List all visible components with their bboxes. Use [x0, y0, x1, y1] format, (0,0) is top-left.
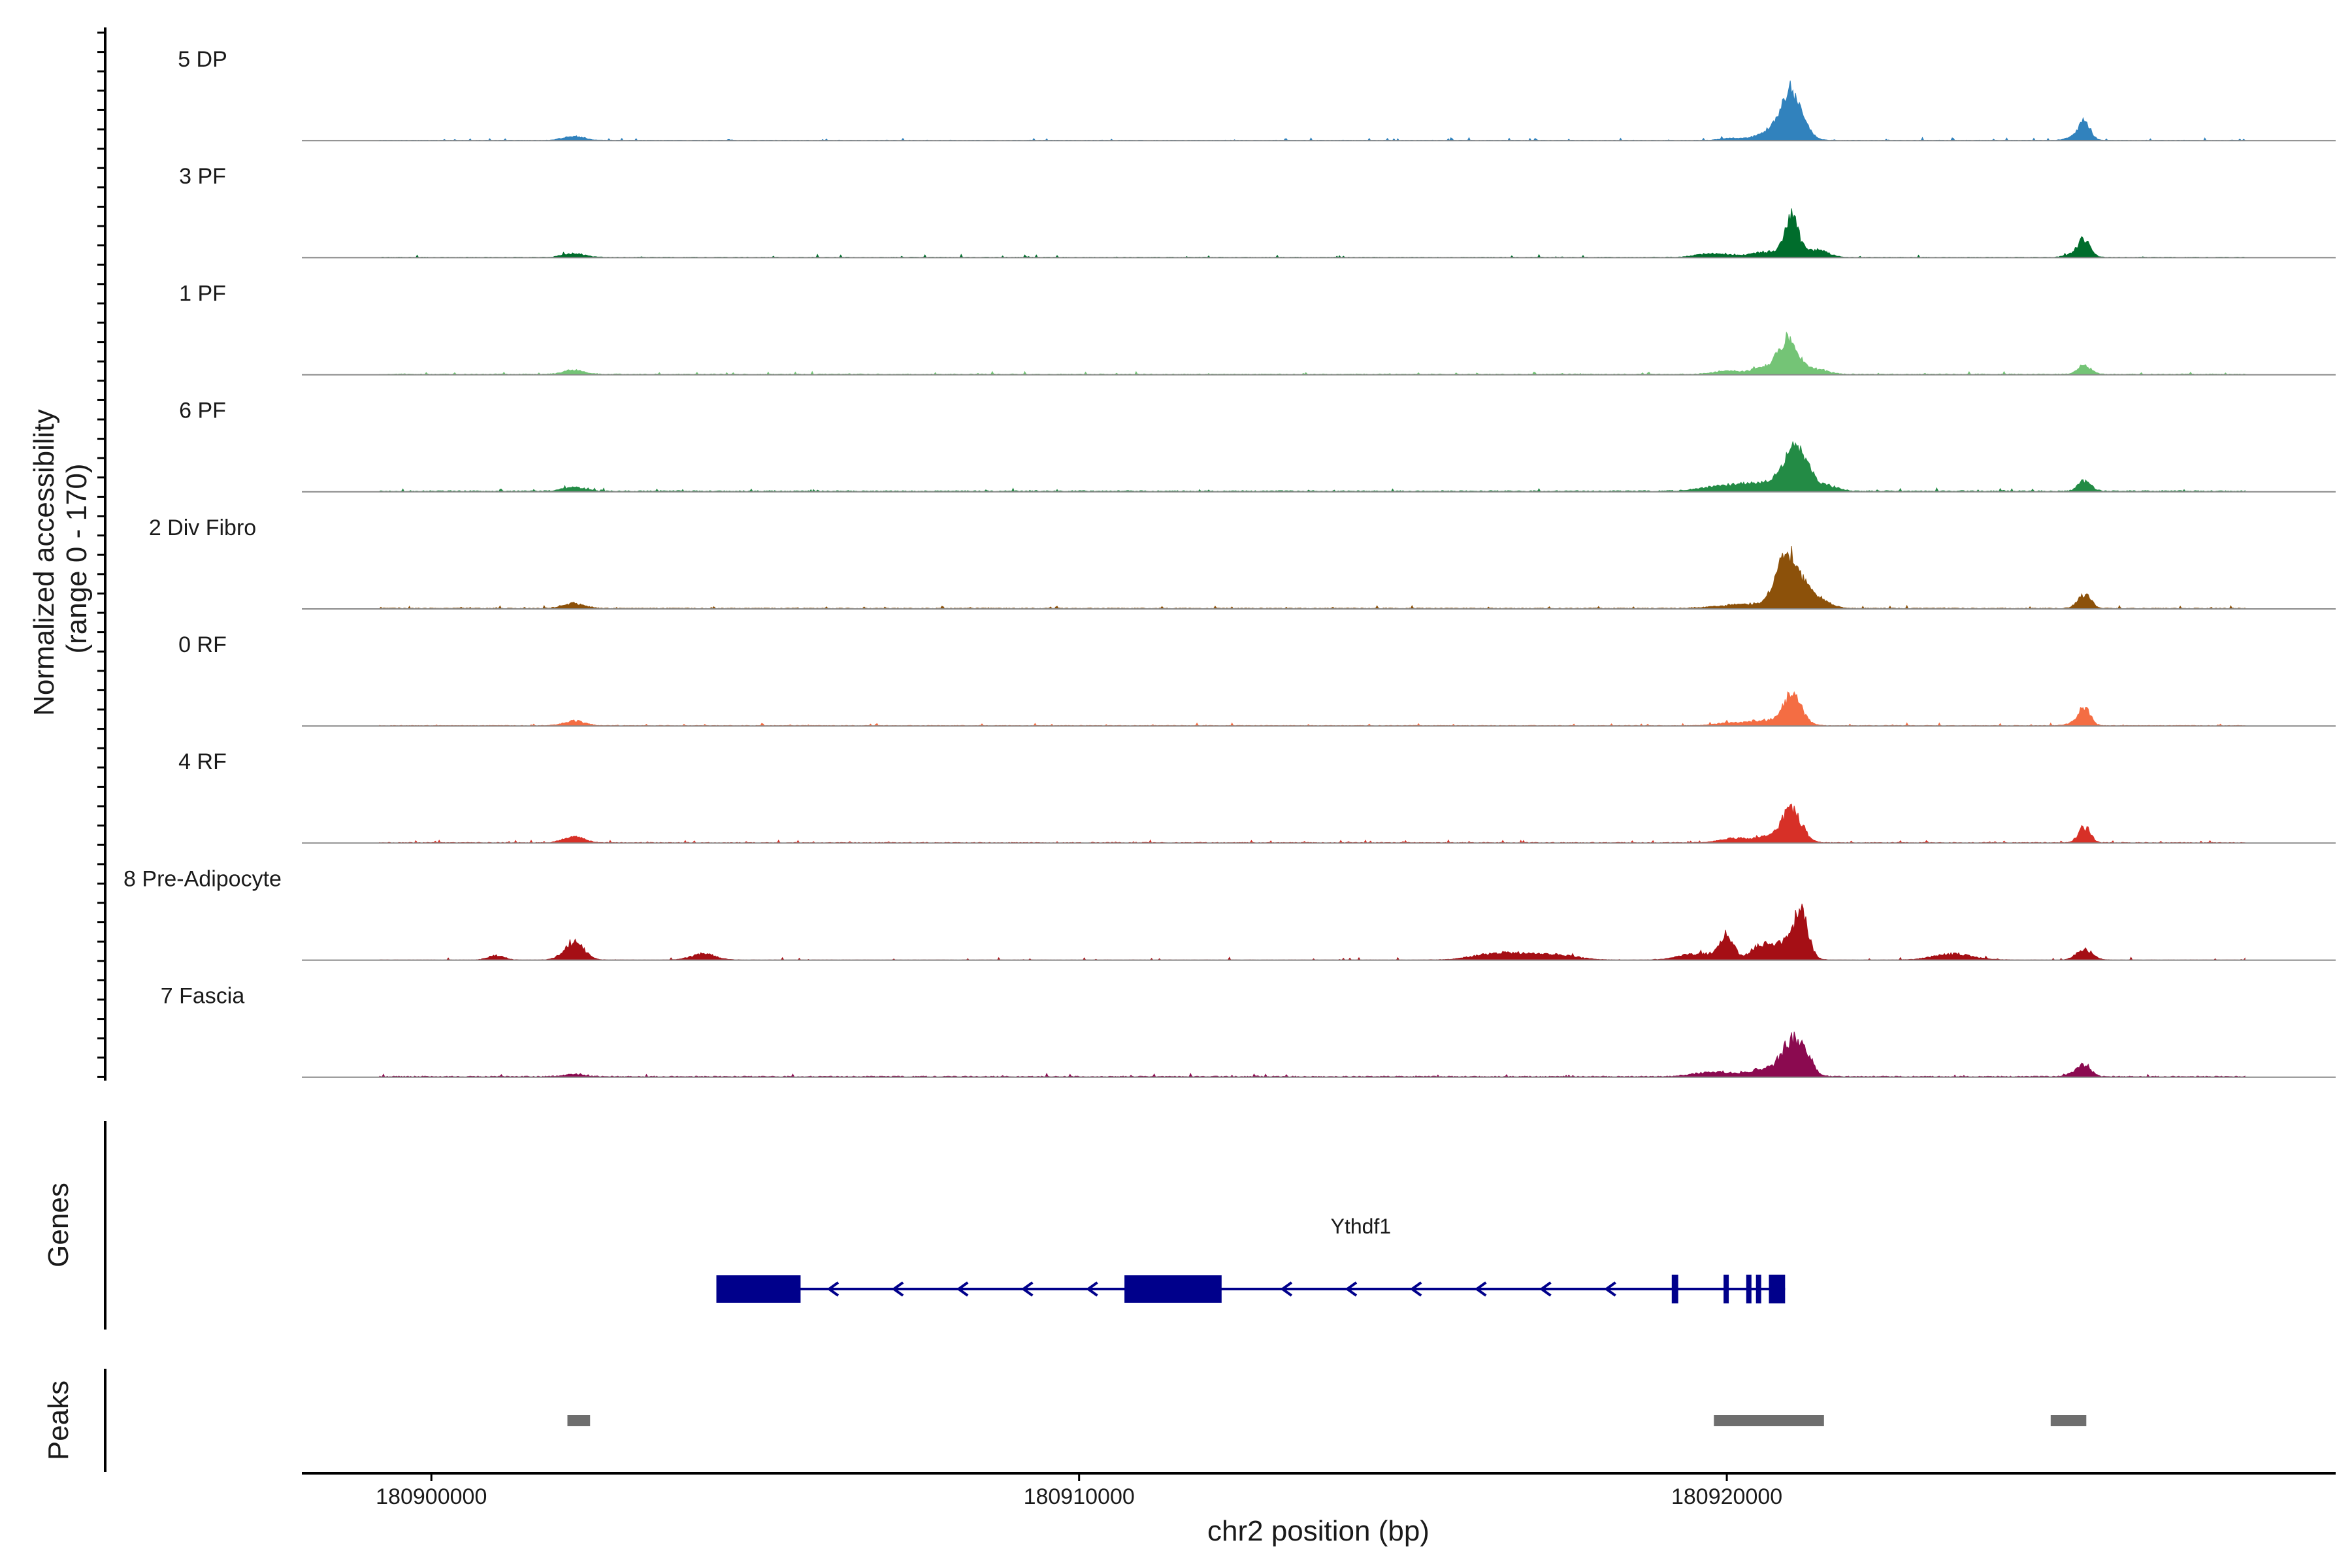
track-label: 8 Pre-Adipocyte — [123, 866, 282, 891]
track-4: 6 PF — [179, 399, 2336, 493]
x-axis-title: chr2 position (bp) — [1207, 1515, 1429, 1547]
peak-track — [567, 1415, 2087, 1426]
strand-arrow — [1474, 1281, 1487, 1297]
strand-arrow — [1086, 1281, 1098, 1297]
x-tick-label: 180900000 — [376, 1484, 487, 1509]
gene-exon — [1671, 1275, 1678, 1303]
track-8: 8 Pre-Adipocyte — [123, 866, 2336, 961]
gene-track: Ythdf1 — [716, 1215, 1786, 1303]
track-2: 3 PF — [179, 164, 2336, 259]
peak-region — [2050, 1415, 2087, 1426]
strand-arrow — [956, 1281, 969, 1297]
peak-region — [567, 1415, 591, 1426]
x-tick-label: 180920000 — [1671, 1484, 1782, 1509]
strand-arrow — [1021, 1281, 1034, 1297]
strand-arrow — [1280, 1281, 1293, 1297]
track-signal — [379, 904, 2246, 961]
track-signal — [379, 804, 2246, 844]
gene-exon — [716, 1275, 801, 1303]
track-signal — [379, 546, 2246, 610]
track-signal — [379, 691, 2246, 727]
track-label: 2 Div Fibro — [149, 515, 256, 540]
genes-axis-title: Genes — [42, 1183, 74, 1267]
gene-exon — [1746, 1275, 1752, 1303]
track-7: 4 RF — [178, 749, 2336, 844]
track-signal — [379, 441, 2246, 493]
track-label: 4 RF — [178, 749, 227, 774]
track-3: 1 PF — [179, 281, 2336, 376]
track-6: 0 RF — [178, 632, 2336, 727]
strand-arrow — [1604, 1281, 1616, 1297]
strand-arrow — [1345, 1281, 1358, 1297]
x-axis-ticks: 180900000 180910000 180920000 — [376, 1473, 1782, 1509]
track-9: 7 Fascia — [161, 984, 2336, 1078]
strand-arrow — [826, 1281, 840, 1297]
track-signal — [379, 208, 2246, 258]
x-tick-label: 180910000 — [1024, 1484, 1135, 1509]
track-label: 0 RF — [178, 632, 227, 657]
track-signal — [379, 331, 2246, 376]
peak-region — [1714, 1415, 1824, 1426]
strand-arrow — [1539, 1281, 1552, 1297]
strand-arrow — [891, 1281, 904, 1297]
gene-exon — [1124, 1275, 1222, 1303]
track-label: 6 PF — [179, 399, 226, 423]
gene-name-label: Ythdf1 — [1331, 1215, 1392, 1238]
gene-exon — [1723, 1275, 1729, 1303]
track-5: 2 Div Fibro — [149, 515, 2336, 610]
track-signal — [379, 1032, 2246, 1078]
peaks-axis-title: Peaks — [42, 1380, 74, 1460]
strand-arrow — [1409, 1281, 1422, 1297]
coverage-y-axis-ticks — [97, 31, 105, 1078]
coverage-y-axis-title: Normalized accessibility (range 0 - 170) — [28, 401, 93, 716]
track-1: 5 DP — [178, 47, 2336, 142]
coverage-tracks: 5 DP 3 PF 1 PF 6 PF 2 Div Fibro 0 RF 4 RF 8 Pre… — [123, 47, 2336, 1078]
track-label: 3 PF — [179, 164, 226, 189]
track-label: 1 PF — [179, 281, 226, 306]
gene-exon — [1756, 1275, 1761, 1303]
track-label: 5 DP — [178, 47, 227, 72]
track-signal — [379, 80, 2246, 141]
track-label: 7 Fascia — [161, 984, 245, 1009]
gene-exon — [1769, 1275, 1786, 1303]
